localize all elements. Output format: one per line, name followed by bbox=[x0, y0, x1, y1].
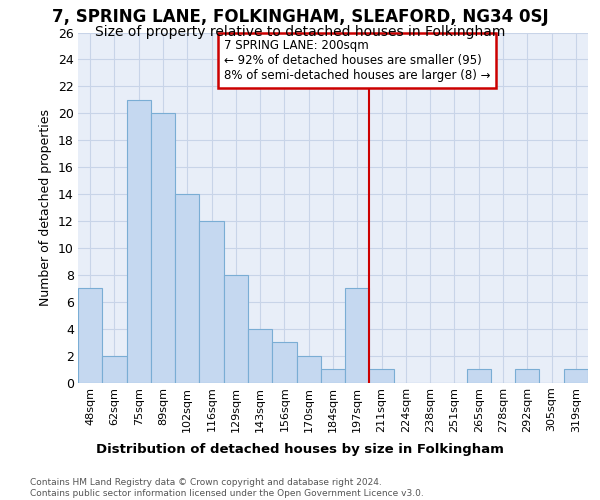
Bar bbox=[78, 288, 102, 382]
Text: Size of property relative to detached houses in Folkingham: Size of property relative to detached ho… bbox=[95, 25, 505, 39]
Bar bbox=[467, 369, 491, 382]
Bar bbox=[248, 328, 272, 382]
Bar bbox=[175, 194, 199, 382]
Bar bbox=[321, 369, 345, 382]
Text: 7 SPRING LANE: 200sqm
← 92% of detached houses are smaller (95)
8% of semi-detac: 7 SPRING LANE: 200sqm ← 92% of detached … bbox=[224, 39, 490, 82]
Bar bbox=[102, 356, 127, 382]
Bar bbox=[345, 288, 370, 382]
Bar bbox=[515, 369, 539, 382]
Bar bbox=[272, 342, 296, 382]
Text: 7, SPRING LANE, FOLKINGHAM, SLEAFORD, NG34 0SJ: 7, SPRING LANE, FOLKINGHAM, SLEAFORD, NG… bbox=[52, 8, 548, 26]
Bar bbox=[564, 369, 588, 382]
Bar bbox=[127, 100, 151, 382]
Bar bbox=[296, 356, 321, 382]
Bar bbox=[224, 275, 248, 382]
Bar bbox=[151, 114, 175, 382]
Text: Contains HM Land Registry data © Crown copyright and database right 2024.
Contai: Contains HM Land Registry data © Crown c… bbox=[30, 478, 424, 498]
Bar bbox=[370, 369, 394, 382]
Text: Distribution of detached houses by size in Folkingham: Distribution of detached houses by size … bbox=[96, 442, 504, 456]
Y-axis label: Number of detached properties: Number of detached properties bbox=[40, 109, 52, 306]
Bar bbox=[199, 221, 224, 382]
